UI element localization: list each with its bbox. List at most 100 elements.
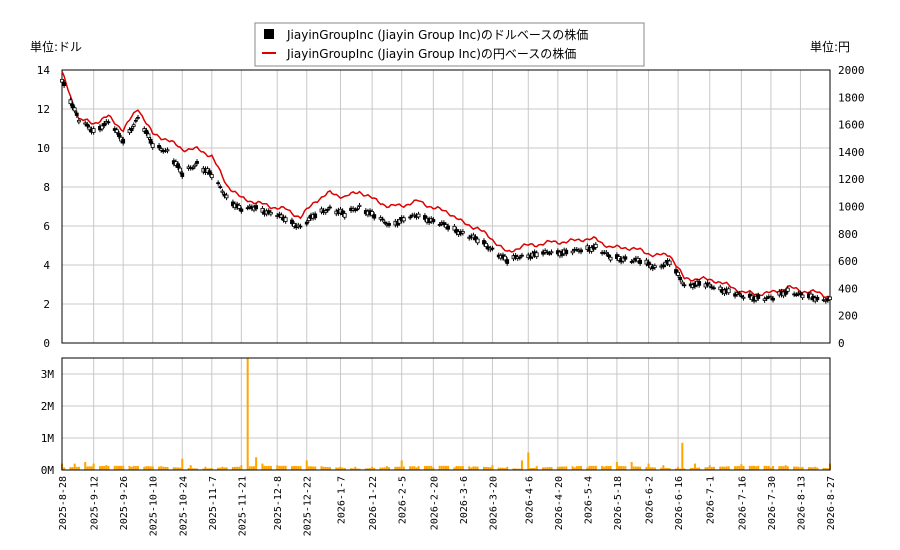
volume-bar-247 (793, 466, 796, 470)
volume-bar-230 (740, 464, 743, 470)
usd-candle-body-132 (452, 225, 457, 231)
volume-bar-74 (280, 465, 283, 470)
y-left-tick-5: 10 (37, 142, 50, 155)
volume-bar-52 (217, 467, 220, 470)
usd-candle-body-81 (298, 225, 303, 228)
volume-bar-175 (577, 466, 580, 470)
volume-bar-116 (402, 466, 405, 470)
volume-bar-237 (763, 465, 766, 470)
volume-bar-70 (267, 465, 270, 470)
volume-bar-161 (535, 466, 538, 470)
volume-bar-122 (423, 465, 426, 470)
volume-bar-64 (250, 466, 253, 470)
usd-candle-body-219 (707, 283, 712, 287)
usd-candle-body-36 (165, 149, 170, 152)
jpy-price-line (61, 71, 831, 299)
volume-y-tick-2: 2M (41, 400, 55, 413)
usd-candle-body-241 (771, 297, 775, 301)
volume-bar-254 (812, 467, 815, 470)
volume-bar-51 (210, 468, 213, 470)
volume-bar-129 (442, 465, 445, 470)
usd-candle-body-99 (353, 209, 358, 212)
volume-bar-235 (755, 466, 758, 470)
y-right-tick-2: 400 (838, 282, 858, 295)
usd-candle-body-236 (756, 294, 761, 299)
volume-bar-72 (276, 465, 279, 470)
volume-bar-54 (221, 466, 224, 470)
y-left-tick-7: 14 (37, 64, 51, 77)
usd-candle-body-67 (260, 207, 265, 213)
x-tick-20: 2026-6-16 (674, 476, 685, 530)
usd-candle-body-231 (741, 296, 746, 299)
volume-bar-240 (769, 467, 772, 470)
volume-bar-99 (354, 466, 357, 470)
legend-label-usd: JiayinGroupInc (Jiayin Group Inc)のドルベースの… (286, 27, 588, 42)
volume-bar-259 (826, 468, 829, 470)
volume-bar-196 (639, 466, 642, 470)
volume-bar-58 (234, 466, 237, 470)
volume-bar-117 (409, 466, 412, 470)
volume-bar-208 (677, 466, 680, 470)
x-tick-1: 2025-9-12 (90, 476, 101, 530)
usd-candle-body-18 (114, 129, 119, 133)
volume-bar-65 (253, 466, 255, 470)
volume-bar-113 (396, 466, 399, 470)
usd-candle-body-1 (62, 81, 67, 87)
legend-box (254, 22, 645, 67)
x-tick-11: 2026-2-5 (398, 476, 409, 524)
y-right-tick-0: 0 (838, 337, 845, 350)
volume-bar-171 (565, 466, 568, 470)
volume-bar-212 (689, 468, 692, 470)
volume-bar-15 (105, 465, 108, 470)
usd-candle-body-13 (100, 125, 104, 130)
y-right-unit-label: 単位:円 (810, 39, 850, 54)
usd-candle-body-2 (68, 99, 73, 105)
volume-bar-167 (556, 466, 559, 470)
volume-bar-105 (371, 466, 374, 470)
volume-bar-207 (674, 468, 677, 470)
volume-bar-38 (174, 467, 177, 470)
volume-bar-24 (132, 465, 135, 470)
volume-bar-119 (413, 466, 416, 470)
usd-candle-body-127 (437, 223, 442, 226)
volume-bar-26 (136, 465, 139, 470)
volume-bar-133 (455, 465, 458, 470)
usd-candle-body-32 (157, 144, 161, 149)
volume-bar-139 (472, 466, 475, 470)
volume-bar-238 (765, 465, 768, 470)
volume-bar-39 (177, 467, 180, 470)
volume-bar-76 (284, 465, 287, 470)
usd-candle-body-172 (570, 250, 575, 254)
volume-bar-18 (115, 465, 118, 470)
volume-panel: 2025-8-28 2025-9-12 2025-9-26 2025-10-10 202… (41, 357, 837, 536)
volume-bar-5 (75, 466, 78, 470)
usd-candle-body-230 (739, 295, 744, 298)
volume-bar-93 (337, 467, 340, 470)
volume-bar-182 (601, 465, 604, 470)
volume-bar-8 (86, 466, 89, 470)
volume-bar-199 (649, 467, 652, 470)
volume-bar-28 (145, 466, 148, 470)
volume-bar-197 (645, 467, 648, 470)
volume-bar-195 (637, 466, 639, 470)
volume-bar-63 (248, 466, 251, 470)
y-right-tick-7: 1400 (838, 146, 865, 159)
x-tick-13: 2026-3-6 (459, 476, 470, 524)
volume-bar-85 (312, 466, 315, 470)
usd-candle-body-61 (239, 208, 244, 212)
volume-bar-155 (518, 468, 521, 470)
volume-bar-173 (573, 467, 576, 470)
volume-bar-253 (810, 467, 813, 470)
volume-bar-241 (772, 465, 775, 470)
volume-bar-187 (615, 462, 618, 470)
volume-bar-108 (381, 467, 384, 470)
usd-candle-body-146 (490, 247, 495, 250)
volume-bar-206 (668, 468, 671, 470)
volume-bar-3 (71, 467, 74, 470)
volume-bar-186 (609, 465, 612, 470)
usd-candle-body-101 (357, 204, 362, 207)
usd-candle-body-50 (207, 170, 212, 175)
usd-candle-body-260 (828, 296, 832, 301)
usd-candle-body-227 (733, 293, 737, 297)
volume-bar-42 (187, 468, 190, 470)
